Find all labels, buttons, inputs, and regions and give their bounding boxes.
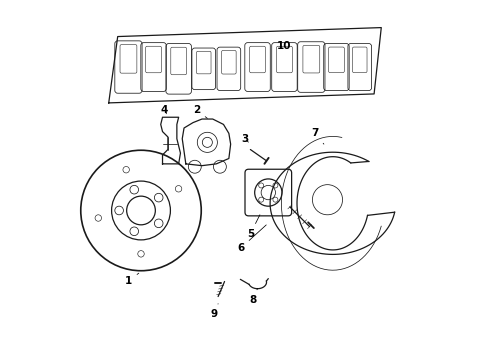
Text: 8: 8 <box>249 288 258 305</box>
Text: 3: 3 <box>242 134 248 144</box>
Text: 10: 10 <box>277 41 292 50</box>
Text: 5: 5 <box>247 215 260 239</box>
Text: 6: 6 <box>237 225 266 253</box>
Text: 4: 4 <box>161 105 168 115</box>
Text: 7: 7 <box>311 129 324 144</box>
Text: 2: 2 <box>193 105 207 118</box>
Text: 1: 1 <box>125 273 139 286</box>
Text: 9: 9 <box>211 304 218 319</box>
